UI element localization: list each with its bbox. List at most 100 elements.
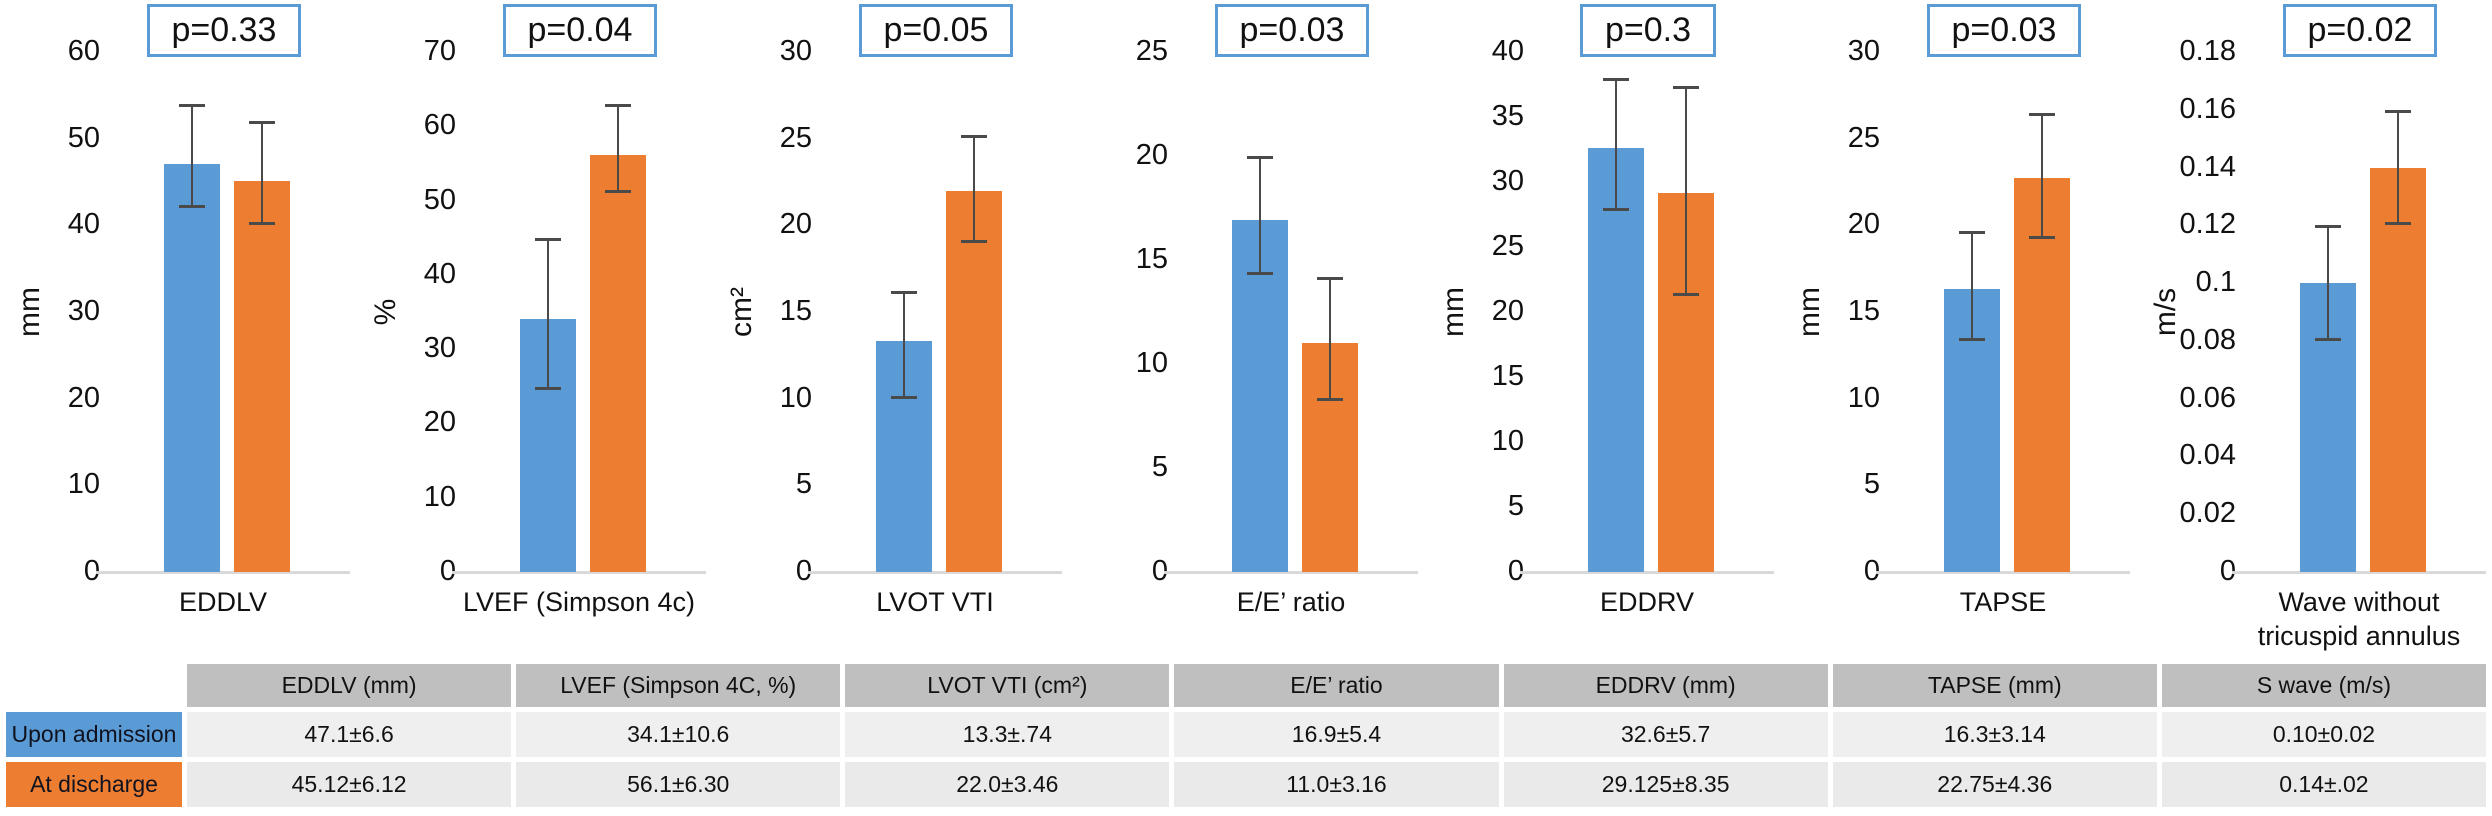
p-value-box: p=0.3 [1579,4,1717,58]
y-tick-label: 20 [67,381,100,414]
error-bar-cap-top [1959,230,1985,234]
p-value-wrap: p=0.33 [104,4,344,58]
error-bar-cap-bottom [1673,293,1699,297]
error-bar [1603,78,1629,211]
table-row-label-upon-admission: Upon admission [6,712,182,757]
y-tick-label: 25 [779,121,812,154]
error-bar-cap-bottom [891,395,917,399]
y-tick-label: 0.1 [2195,265,2236,298]
y-tick-label: 25 [1491,229,1524,262]
error-bar-line [973,135,975,243]
bar-at-discharge [946,190,1002,572]
error-bar-cap-top [249,121,275,125]
y-tick-label: 30 [423,331,456,364]
error-bar-line [1615,78,1617,211]
p-value-wrap: p=0.05 [816,4,1056,58]
p-value-wrap: p=0.02 [2240,4,2480,58]
error-bar-cap-top [2385,109,2411,113]
error-bar [2385,109,2411,226]
y-tick-label: 15 [779,294,812,327]
p-value-box: p=0.05 [858,4,1014,58]
error-bar [1247,156,1273,275]
y-tick-label: 0.02 [2179,497,2236,530]
y-tick-label: 0 [83,554,100,587]
charts-row: p=0.33 mm 0 10 20 30 40 50 60 EDDLV p=0.04% 0 10 20 30… [0,0,2492,652]
y-tick-label: 0 [439,554,456,587]
p-value-box: p=0.03 [1926,4,2082,58]
error-bar-cap-bottom [535,387,561,390]
x-category-label: TAPSE [1959,587,2047,617]
error-bar [249,121,275,226]
table-cell: 22.0±3.46 [845,762,1170,807]
error-bar [2315,225,2341,341]
error-bar-cap-bottom [2315,337,2341,341]
x-axis-baseline [1520,571,1774,574]
chart-lvot-vti: p=0.05 cm² 0 5 10 15 20 25 30 LVOT VTI [712,0,1068,652]
error-bar [891,291,917,399]
y-tick-label: 10 [779,381,812,414]
y-tick-label: 5 [1151,450,1168,483]
table-cell: 34.1±10.6 [516,712,841,757]
error-bar-cap-top [2315,225,2341,229]
y-tick-label: 0.12 [2179,208,2236,241]
y-tick-label: 0 [1151,554,1168,587]
y-tick-label: 0 [1863,554,1880,587]
y-axis-unit-text: % [369,298,402,326]
plot-area [808,52,1062,574]
x-axis-baseline [96,571,350,574]
bar-at-discharge [590,155,646,572]
y-tick-label: 10 [1491,424,1524,457]
x-axis-baseline [1876,571,2130,574]
y-tick-label: 0 [1507,554,1524,587]
y-tick-label: 10 [1847,381,1880,414]
table-cell: 11.0±3.16 [1174,762,1499,807]
error-bar-cap-top [891,291,917,295]
y-tick-label: 5 [1863,468,1880,501]
table-corner-cell [6,664,182,707]
bar-upon-admission [1232,220,1288,572]
error-bar-cap-bottom [1959,338,1985,342]
error-bar-cap-bottom [179,205,205,208]
error-bar [961,135,987,243]
table-cell: 16.3±3.14 [1832,712,2157,757]
error-bar-cap-bottom [2029,236,2055,240]
chart-wave-without-tricuspid-annulus: p=0.02 m/s 0 0.02 0.04 0.06 0.08 0.1 0.12 0.14 0.1… [2136,0,2492,652]
y-tick-label: 0.14 [2179,150,2236,183]
y-tick-label: 5 [1507,489,1524,522]
chart-eddrv: p=0.3 mm 0 5 10 15 20 25 30 35 40 EDDRV [1424,0,1780,652]
table-header-eddlv-mm: EDDLV (mm) [187,664,512,707]
y-tick-label: 20 [1135,138,1168,171]
table-cell: 0.10±0.02 [2161,712,2486,757]
error-bar-cap-bottom [605,190,631,194]
y-tick-label: 15 [1135,242,1168,275]
table-header-e-e-ratio: E/E’ ratio [1174,664,1499,707]
bar-at-discharge [2014,177,2070,572]
error-bar [1673,85,1699,297]
bar-upon-admission [1588,148,1644,572]
error-bar-line [1685,85,1687,297]
y-tick-label: 0.06 [2179,381,2236,414]
y-tick-label: 40 [1491,34,1524,67]
chart-tapse: p=0.03 mm 0 5 10 15 20 25 30 TAPSE [1780,0,2136,652]
y-tick-label: 60 [423,109,456,142]
plot-area [1164,52,1418,574]
x-axis-baseline [452,571,706,574]
plot-area [2232,52,2486,574]
y-tick-label: 35 [1491,99,1524,132]
y-tick-label: 20 [1847,208,1880,241]
table-row-label-at-discharge: At discharge [6,762,182,807]
error-bar-cap-top [605,104,631,108]
x-category-label: EDDLV [178,587,268,617]
y-tick-label: 20 [423,406,456,439]
error-bar-cap-bottom [1247,271,1273,275]
p-value-box: p=0.04 [502,4,658,58]
error-bar-cap-bottom [961,239,987,243]
plot-area [1520,52,1774,574]
y-tick-label: 30 [67,294,100,327]
y-tick-label: 15 [1847,294,1880,327]
table-cell: 56.1±6.30 [516,762,841,807]
x-category-label: EDDRV [1599,587,1695,617]
error-bar-cap-top [1603,78,1629,82]
error-bar-cap-top [1673,85,1699,89]
chart-eddlv: p=0.33 mm 0 10 20 30 40 50 60 EDDLV [0,0,356,652]
